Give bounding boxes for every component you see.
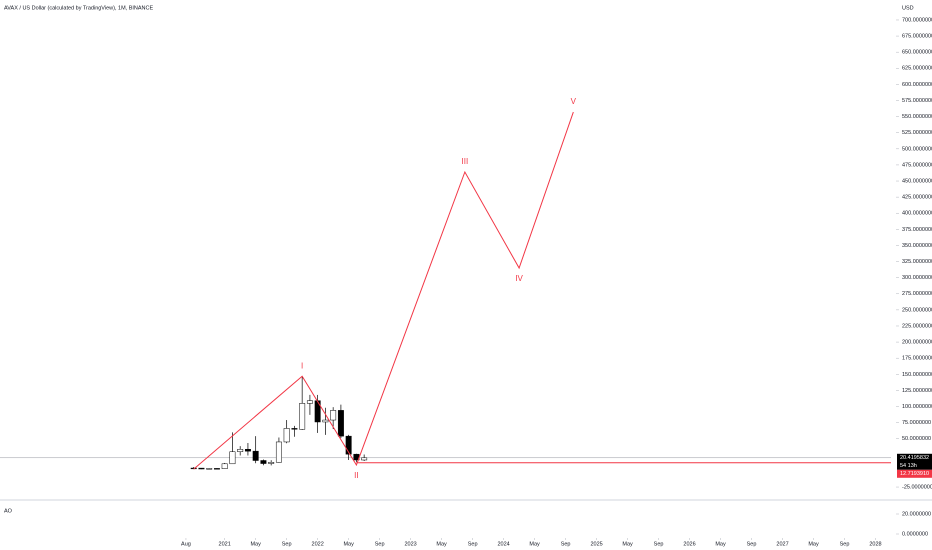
x-tick-label: Sep bbox=[654, 541, 664, 547]
x-tick-label: Sep bbox=[375, 541, 385, 547]
wave-label: III bbox=[462, 157, 469, 166]
x-tick-label: 2025 bbox=[590, 541, 602, 547]
x-tick-label: Sep bbox=[747, 541, 757, 547]
candle-body bbox=[283, 428, 290, 443]
candle-body bbox=[213, 468, 220, 470]
candle-body bbox=[306, 400, 313, 404]
candle-body bbox=[268, 461, 275, 464]
candle-body bbox=[322, 419, 329, 423]
wave-label: II bbox=[354, 471, 358, 480]
y-tick-label: 550.0000000 bbox=[902, 114, 932, 120]
red-line-box bbox=[897, 469, 932, 478]
y-tick-label: -25.0000000 bbox=[902, 485, 932, 491]
y-tick-label: 150.0000000 bbox=[902, 372, 932, 378]
wave-label: V bbox=[571, 97, 577, 106]
y-tick-label: 500.0000000 bbox=[902, 146, 932, 152]
x-tick-label: May bbox=[343, 541, 354, 547]
x-tick-label: May bbox=[436, 541, 447, 547]
ao-title: AO bbox=[4, 508, 13, 514]
y-tick-label: 75.0000000 bbox=[902, 420, 931, 426]
candle-body bbox=[299, 403, 306, 430]
y-tick-label: 375.0000000 bbox=[902, 227, 932, 233]
x-tick-label: May bbox=[622, 541, 633, 547]
candle-body bbox=[252, 450, 259, 461]
y-tick-label: 100.0000000 bbox=[902, 404, 932, 410]
candle-body bbox=[345, 435, 352, 455]
x-tick-label: Sep bbox=[282, 541, 292, 547]
y-tick-label: 50.0000000 bbox=[902, 436, 931, 442]
wave-label: I bbox=[301, 361, 303, 370]
y-tick-label: 125.0000000 bbox=[902, 388, 932, 394]
last-price-label: 20.4195832 bbox=[900, 455, 929, 461]
y-tick-label: 700.0000000 bbox=[902, 17, 932, 23]
chart-title: AVAX / US Dollar (calculated by TradingV… bbox=[4, 5, 153, 11]
wave-label: IV bbox=[515, 274, 523, 283]
y-tick-label: 625.0000000 bbox=[902, 66, 932, 72]
y-tick-label: 300.0000000 bbox=[902, 275, 932, 281]
x-tick-label: May bbox=[808, 541, 819, 547]
x-tick-label: 2023 bbox=[405, 541, 417, 547]
y-tick-label: 400.0000000 bbox=[902, 211, 932, 217]
ao-tick-label: 0.0000000 bbox=[902, 531, 928, 537]
y-tick-label: 175.0000000 bbox=[902, 356, 932, 362]
x-tick-label: May bbox=[250, 541, 261, 547]
x-tick-label: 2027 bbox=[776, 541, 788, 547]
y-tick-label: 650.0000000 bbox=[902, 50, 932, 56]
y-tick-label: 225.0000000 bbox=[902, 323, 932, 329]
red-line-label: 12.7193910 bbox=[900, 471, 929, 477]
candle-body bbox=[206, 468, 213, 470]
candle-body bbox=[260, 460, 267, 464]
x-tick-label: Aug bbox=[181, 541, 191, 547]
candle-body bbox=[244, 449, 251, 452]
x-tick-label: 2024 bbox=[497, 541, 509, 547]
candle-body bbox=[275, 441, 282, 463]
candle-body bbox=[361, 457, 368, 461]
ao-tick-label: 20.0000000 bbox=[902, 511, 931, 517]
candle-body bbox=[229, 451, 236, 465]
y-tick-label: 450.0000000 bbox=[902, 178, 932, 184]
x-tick-label: 2021 bbox=[219, 541, 231, 547]
candle-body bbox=[237, 449, 244, 452]
y-tick-label: 250.0000000 bbox=[902, 307, 932, 313]
countdown-label: 54 13h bbox=[900, 463, 917, 469]
candle-body bbox=[291, 428, 298, 430]
candle-body bbox=[221, 463, 228, 469]
y-tick-label: 350.0000000 bbox=[902, 243, 932, 249]
x-tick-label: 2028 bbox=[869, 541, 881, 547]
x-tick-label: May bbox=[715, 541, 726, 547]
y-tick-label: 600.0000000 bbox=[902, 82, 932, 88]
candle-body bbox=[198, 467, 205, 470]
last-price-box bbox=[897, 453, 932, 470]
x-tick-label: Sep bbox=[840, 541, 850, 547]
y-tick-label: 475.0000000 bbox=[902, 162, 932, 168]
x-tick-label: May bbox=[529, 541, 540, 547]
y-tick-label: 425.0000000 bbox=[902, 195, 932, 201]
y-tick-label: 200.0000000 bbox=[902, 340, 932, 346]
y-unit: USD bbox=[902, 5, 914, 11]
y-tick-label: 675.0000000 bbox=[902, 34, 932, 40]
x-tick-label: 2022 bbox=[312, 541, 324, 547]
y-tick-label: 275.0000000 bbox=[902, 291, 932, 297]
y-tick-label: 575.0000000 bbox=[902, 98, 932, 104]
x-tick-label: Sep bbox=[561, 541, 571, 547]
x-tick-label: 2026 bbox=[683, 541, 695, 547]
candle-body bbox=[337, 410, 344, 437]
y-tick-label: 525.0000000 bbox=[902, 130, 932, 136]
candle-body bbox=[330, 410, 337, 421]
wave-line bbox=[193, 111, 574, 470]
y-tick-label: 325.0000000 bbox=[902, 259, 932, 265]
x-tick-label: Sep bbox=[468, 541, 478, 547]
